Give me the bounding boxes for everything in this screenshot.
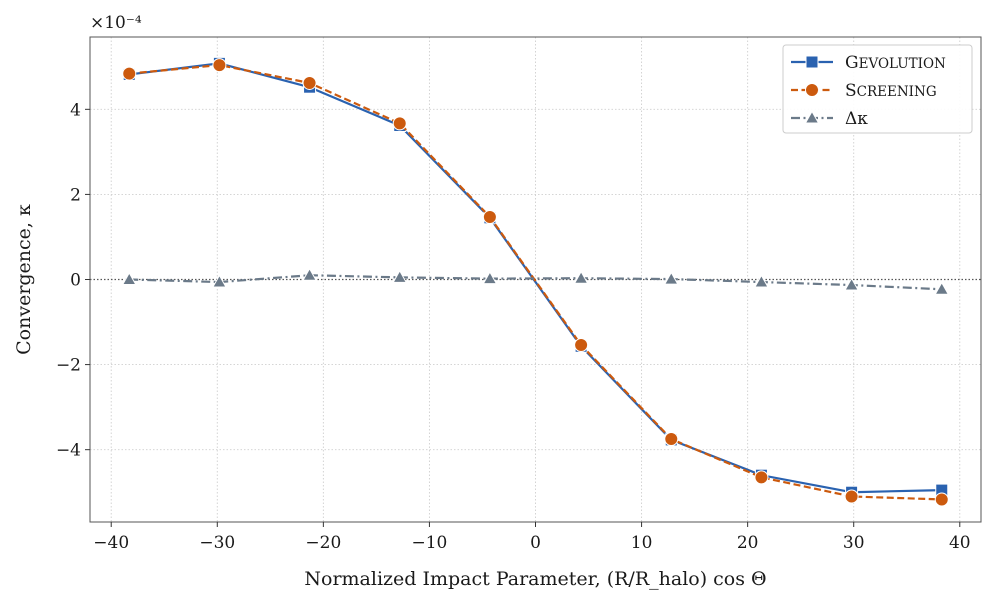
- data-point: [663, 271, 679, 285]
- legend-marker: [805, 55, 819, 69]
- data-point: [844, 489, 859, 504]
- y-tick-label: 0: [70, 271, 81, 291]
- legend-entry: Δκ: [791, 109, 868, 129]
- x-tick-label: −30: [199, 533, 235, 553]
- legend-entry: GEVOLUTION: [791, 53, 946, 73]
- x-tick-label: −40: [93, 533, 129, 553]
- series-2: [121, 267, 950, 295]
- x-tick-label: 30: [843, 533, 865, 553]
- y-tick-label: −2: [56, 356, 81, 376]
- data-point: [754, 274, 769, 288]
- y-tick-label: 2: [70, 185, 81, 205]
- x-tick-label: −10: [411, 533, 447, 553]
- y-axis-scale-label: ×10⁻⁴: [90, 13, 142, 33]
- data-point: [392, 269, 408, 283]
- x-axis-title: Normalized Impact Parameter, (R/R_halo) …: [304, 568, 766, 590]
- data-point: [302, 75, 317, 90]
- data-point: [844, 277, 859, 291]
- data-point: [122, 66, 137, 81]
- data-point: [212, 58, 227, 73]
- y-tick-label: 4: [70, 100, 81, 120]
- series-layer: [121, 56, 950, 507]
- data-point: [934, 281, 950, 295]
- y-tick-label: −4: [56, 441, 81, 461]
- x-tick-label: 10: [631, 533, 653, 553]
- data-point: [574, 338, 589, 353]
- legend-label: GEVOLUTION: [845, 53, 946, 73]
- y-axis-title: Convergence, κ: [13, 204, 35, 355]
- data-point: [212, 274, 227, 288]
- legend-marker: [804, 110, 820, 124]
- legend-box: [782, 44, 973, 134]
- x-tick-label: 20: [737, 533, 759, 553]
- series-line: [129, 63, 942, 501]
- data-point: [392, 116, 407, 131]
- data-point: [754, 470, 769, 485]
- legend-label: SCREENING: [845, 81, 937, 101]
- legend-marker: [805, 83, 819, 97]
- series-line: [129, 62, 942, 494]
- x-tick-label: 40: [949, 533, 971, 553]
- x-tick-label: 0: [530, 533, 541, 553]
- series-1: [122, 58, 949, 507]
- legend-entry: SCREENING: [791, 81, 937, 101]
- legend: GEVOLUTION SCREENING Δκ: [782, 44, 973, 134]
- data-point: [664, 432, 679, 447]
- data-point: [302, 267, 317, 281]
- legend-label: Δκ: [845, 109, 868, 129]
- data-point: [482, 271, 498, 285]
- data-point: [573, 270, 589, 284]
- data-point: [121, 271, 137, 285]
- x-tick-label: −20: [305, 533, 341, 553]
- data-point: [934, 492, 949, 507]
- data-point: [482, 209, 497, 224]
